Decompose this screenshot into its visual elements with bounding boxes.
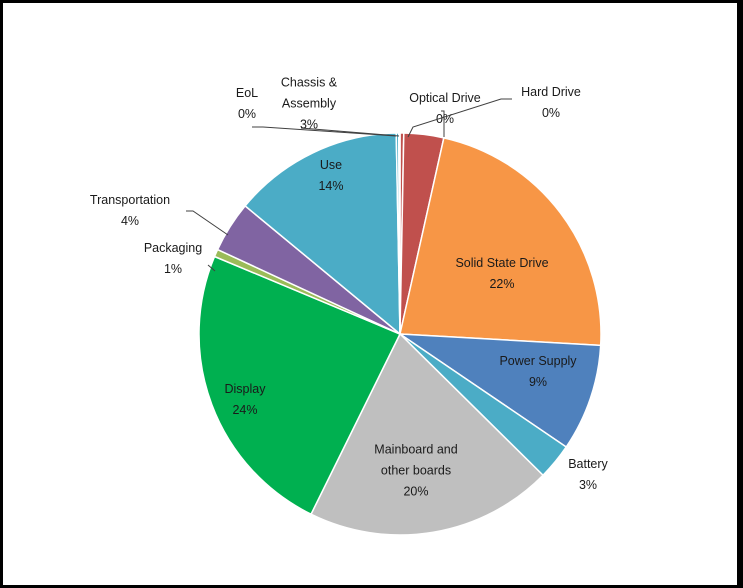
pie-slice-2 <box>399 137 602 347</box>
pie-slice-6 <box>198 255 401 515</box>
slice-label-4: Battery 3% <box>568 457 608 492</box>
pie-slice-11 <box>397 132 401 335</box>
slice-label-5: Mainboard and other boards 20% <box>374 442 457 498</box>
slice-label-8: Transportation 4% <box>90 193 170 228</box>
slice-label-9: Use 14% <box>318 158 343 193</box>
slice-label-10: Chassis & Assembly 3% <box>281 75 338 131</box>
pie-slice-9 <box>244 132 401 335</box>
slice-label-3: Power Supply 9% <box>499 354 577 389</box>
slice-label-11: EoL 0% <box>236 86 258 121</box>
leader-line-11 <box>252 126 397 137</box>
pie-chart: Optical Drive 0% Hard Drive 0% Solid State D… <box>90 75 609 536</box>
leader-line-0 <box>441 110 445 137</box>
pie-slice-3 <box>399 333 602 448</box>
slice-label-2: Solid State Drive 22% <box>455 256 548 291</box>
leader-line-8 <box>186 210 229 236</box>
pie-slice-5 <box>310 333 544 536</box>
slice-label-7: Packaging 1% <box>144 241 202 276</box>
leader-line-7 <box>207 264 216 272</box>
slice-label-1: Hard Drive 0% <box>521 85 581 120</box>
leader-line-1 <box>407 98 512 138</box>
slice-label-6: Display 24% <box>225 382 267 417</box>
slice-label-0: Optical Drive 0% <box>409 91 481 126</box>
